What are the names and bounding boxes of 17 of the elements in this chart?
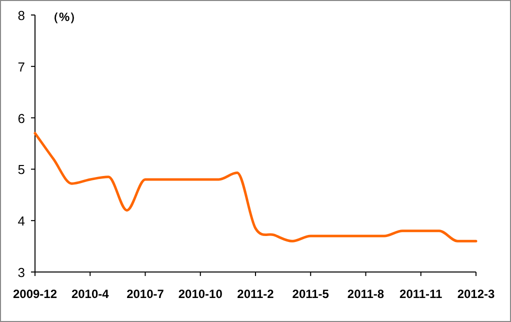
y-tick-label: 4	[18, 214, 25, 229]
x-tick-label: 2011-11	[400, 287, 443, 301]
x-tick-label: 2011-5	[292, 287, 330, 301]
x-tick-label: 2012-3	[457, 287, 496, 301]
x-tick-label: 2011-2	[237, 287, 274, 301]
y-axis-title: （%）	[47, 10, 82, 24]
x-tick-label: 2011-8	[347, 287, 384, 301]
y-tick-label: 7	[18, 59, 25, 74]
y-tick-label: 8	[18, 8, 25, 23]
y-tick-label: 6	[18, 110, 25, 126]
x-tick-label: 2010-4	[71, 287, 110, 301]
y-tick-label: 3	[18, 265, 25, 280]
x-tick-label: 2010-10	[178, 287, 223, 301]
y-tick-label: 5	[18, 162, 25, 178]
x-tick-label: 2009-12	[12, 287, 58, 301]
line-series	[34, 132, 478, 242]
x-tick-label: 2010-7	[126, 287, 164, 301]
